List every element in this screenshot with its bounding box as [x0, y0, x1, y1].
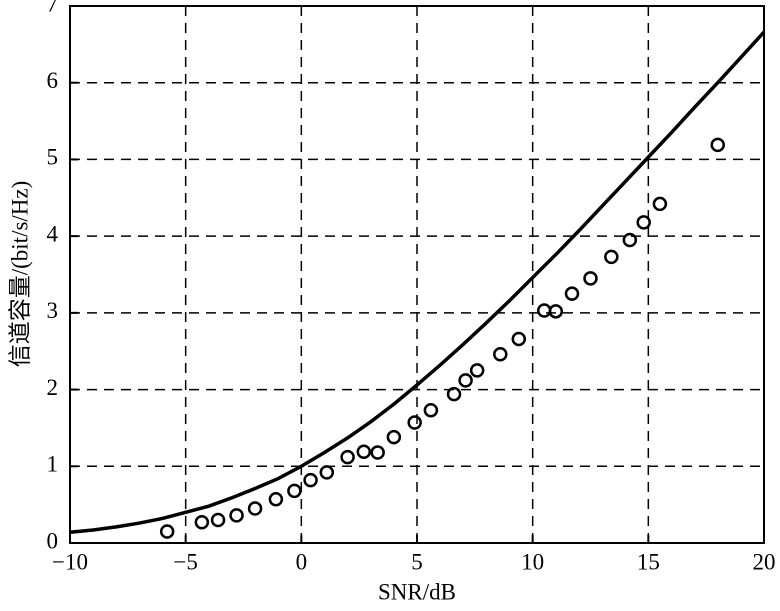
- scatter-point: [340, 449, 355, 465]
- scatter-point: [247, 501, 263, 516]
- scatter-point: [536, 303, 552, 318]
- scatter-point: [458, 373, 473, 388]
- scatter-point: [622, 232, 638, 248]
- y-tick-label: 3: [47, 298, 59, 323]
- x-tick-label: 10: [521, 549, 544, 574]
- y-tick-label: 0: [47, 528, 59, 553]
- scatter-point: [194, 515, 210, 530]
- y-tick-label: 2: [47, 375, 59, 400]
- scatter-point: [229, 508, 244, 523]
- plot-frame: [69, 5, 765, 544]
- scatter-point: [386, 429, 402, 445]
- y-tick-label: 7: [47, 0, 59, 16]
- y-tick-label: 6: [47, 68, 59, 93]
- x-tick-label: 5: [411, 549, 423, 574]
- scatter-point: [469, 363, 485, 378]
- scatter-point: [652, 196, 668, 212]
- scatter-point: [287, 483, 302, 499]
- scatter-point: [564, 286, 580, 301]
- scatter-point: [583, 271, 598, 286]
- y-axis-label: 信道容量/(bit/s/Hz): [7, 181, 32, 368]
- scatter-point: [356, 444, 372, 459]
- scatter-point: [636, 215, 651, 230]
- scatter-point: [407, 415, 422, 430]
- scatter-point: [423, 403, 439, 418]
- scatter-point: [210, 512, 226, 528]
- x-tick-label: −5: [173, 549, 197, 574]
- x-axis-label: SNR/dB: [378, 579, 456, 604]
- scatter-point: [303, 472, 318, 488]
- x-tick-label: 0: [296, 549, 308, 574]
- scatter-point: [446, 386, 462, 402]
- scatter-point: [710, 137, 725, 153]
- y-tick-label: 4: [47, 221, 59, 246]
- scatter-point: [493, 347, 508, 362]
- scatter-point: [159, 524, 175, 539]
- scatter-point: [370, 445, 385, 460]
- x-tick-label: 15: [637, 549, 660, 574]
- x-tick-label: 20: [753, 549, 776, 574]
- y-tick-label: 1: [47, 452, 59, 477]
- scatter-point: [604, 249, 619, 265]
- scatter-point: [268, 492, 284, 507]
- scatter-point: [511, 331, 527, 347]
- y-tick-label: 5: [47, 145, 59, 170]
- scatter-point: [319, 465, 335, 480]
- x-tick-label: −10: [52, 549, 88, 574]
- scatter-point: [548, 304, 564, 319]
- line: [69, 30, 766, 535]
